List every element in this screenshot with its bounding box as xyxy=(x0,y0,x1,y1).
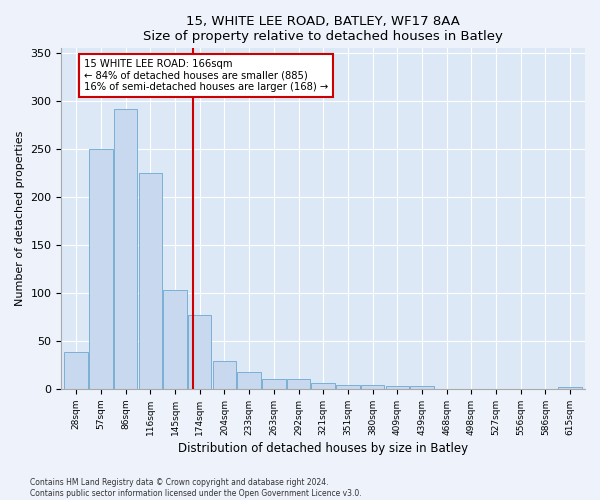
Bar xyxy=(238,372,261,389)
Bar xyxy=(212,361,236,389)
Bar xyxy=(163,290,187,389)
Bar xyxy=(89,149,113,389)
Bar xyxy=(386,386,409,389)
Bar xyxy=(114,109,137,389)
Bar xyxy=(559,387,582,389)
X-axis label: Distribution of detached houses by size in Batley: Distribution of detached houses by size … xyxy=(178,442,468,455)
Bar xyxy=(262,380,286,389)
Text: Contains HM Land Registry data © Crown copyright and database right 2024.
Contai: Contains HM Land Registry data © Crown c… xyxy=(30,478,362,498)
Bar xyxy=(64,352,88,389)
Bar xyxy=(336,385,359,389)
Bar xyxy=(410,386,434,389)
Bar xyxy=(188,315,211,389)
Bar xyxy=(311,383,335,389)
Bar xyxy=(139,173,162,389)
Bar xyxy=(287,380,310,389)
Title: 15, WHITE LEE ROAD, BATLEY, WF17 8AA
Size of property relative to detached house: 15, WHITE LEE ROAD, BATLEY, WF17 8AA Siz… xyxy=(143,15,503,43)
Bar xyxy=(361,385,385,389)
Text: 15 WHITE LEE ROAD: 166sqm
← 84% of detached houses are smaller (885)
16% of semi: 15 WHITE LEE ROAD: 166sqm ← 84% of detac… xyxy=(83,59,328,92)
Y-axis label: Number of detached properties: Number of detached properties xyxy=(15,131,25,306)
